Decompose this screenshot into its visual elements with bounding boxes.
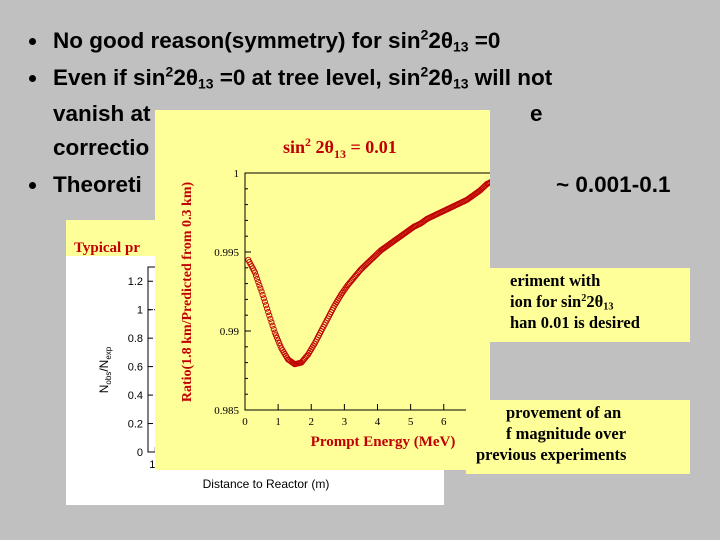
bullet-1-text: No good reason(symmetry) for sin: [53, 28, 421, 53]
bullet-1-theta: 2θ: [428, 28, 454, 53]
bullet-2-line1: Even if sin22θ13 =0 at tree level, sin22…: [53, 65, 552, 91]
right-box-2-line2: f magnitude over: [506, 424, 627, 443]
inset-title: sin2 2θ13 = 0.01: [283, 135, 397, 161]
right-box-1: eriment with ion for sin22θ13 han 0.01 i…: [466, 268, 690, 342]
inset-y-tick-label: 0.985: [214, 405, 239, 417]
inset-x-tick-label: 4: [375, 416, 381, 428]
inset-x-tick-label: 5: [408, 416, 414, 428]
left-y-tick-label: 0.4: [128, 390, 143, 402]
right-box-1-sup: 2: [581, 292, 587, 304]
bullet-dot: [29, 182, 36, 189]
bullet-2-line3: correctio: [53, 135, 150, 160]
bullet-3-tail: ~ 0.001-0.1: [556, 172, 671, 197]
bullet-2-sub1: 13: [198, 75, 214, 92]
inset-x-tick-label: 2: [309, 416, 315, 428]
inset-data-point: [270, 326, 277, 333]
inset-x-tick-label: 3: [342, 416, 348, 428]
inset-data-point: [266, 312, 273, 319]
inset-y-label: Ratio(1.8 km/Predicted from 0.3 km): [180, 181, 195, 402]
inset-x-tick-label: 0: [242, 416, 248, 428]
bullet-2-text-d: 2θ: [428, 65, 453, 90]
bullet-1-sup: 2: [420, 26, 429, 43]
bullet-1-post: =0: [468, 28, 501, 53]
inset-y-tick-label: 0.99: [220, 326, 240, 338]
bullet-2-text-e: will not: [468, 65, 553, 90]
bullet-3-text: Theoreti: [53, 172, 142, 197]
inset-data-point: [264, 305, 271, 312]
inset-title-theta: 2θ: [311, 137, 334, 157]
right-box-1-theta: 2θ: [586, 292, 604, 311]
right-box-1-line3: han 0.01 is desired: [510, 313, 640, 332]
right-box-2-line3: previous experiments: [476, 445, 627, 464]
bullet-2-sup2: 2: [420, 63, 429, 80]
left-y-label: Nobs/Nexp: [97, 346, 113, 393]
left-y-label-n2: /N: [97, 360, 111, 372]
inset-data-point: [261, 298, 268, 305]
inset-title-pre: sin: [283, 137, 305, 157]
bullet-2-sup1: 2: [165, 63, 174, 80]
left-figure-label: Typical pr: [74, 240, 140, 256]
bullet-2-text-a: Even if sin: [53, 65, 166, 90]
right-box-1-line2-text: ion for sin: [510, 292, 582, 311]
inset-data-point: [267, 315, 274, 322]
inset-data-point: [259, 291, 266, 298]
inset-data-point: [252, 272, 260, 279]
bullet-1-sub: 13: [453, 38, 469, 55]
inset-data-point: [251, 269, 258, 276]
right-box-1-sub: 13: [603, 301, 614, 313]
bullet-2-text-c: =0 at tree level, sin: [213, 65, 421, 90]
bullet-2-line2-end: e: [530, 101, 543, 126]
inset-y-tick-label: 0.995: [214, 247, 239, 259]
inset-title-sup: 2: [305, 135, 311, 149]
inset-data-point: [265, 308, 272, 316]
left-y-tick-label: 0.2: [128, 419, 143, 431]
left-y-tick-label: 0: [137, 447, 143, 459]
inset-data-point: [257, 285, 264, 292]
inset-data-point: [488, 179, 490, 185]
inset-data-point: [268, 319, 275, 326]
left-y-tick-label: 0.6: [128, 362, 143, 374]
left-x-label: Distance to Reactor (m): [203, 477, 330, 491]
inset-data-point: [260, 295, 267, 302]
inset-data-point: [255, 278, 262, 286]
right-box-1-line1: eriment with: [510, 271, 601, 290]
inset-chart: sin2 2θ13 = 0.0110.9950.990.985012345678…: [180, 135, 490, 450]
bullet-2-sub2: 13: [452, 75, 469, 92]
inset-x-tick-label: 6: [441, 416, 447, 428]
inset-data-point: [256, 282, 263, 289]
inset-data-point: [258, 288, 265, 295]
inset-data-point: [269, 322, 276, 329]
left-y-label-sub: obs: [104, 372, 113, 385]
left-y-tick-label: 0.8: [128, 333, 143, 345]
inset-data-point: [254, 275, 261, 282]
inset-title-post: = 0.01: [346, 137, 397, 157]
bullet-2-text-b: 2θ: [173, 65, 198, 90]
bullet-dot: [29, 38, 36, 45]
inset-data-point: [487, 179, 490, 186]
inset-y-tick-label: 1: [234, 168, 240, 180]
bullet-dot: [29, 75, 36, 82]
bullet-1: No good reason(symmetry) for sin22θ13 =0: [53, 28, 500, 54]
inset-title-sub: 13: [334, 147, 346, 161]
left-y-tick-label: 1: [137, 305, 143, 317]
inset-chart-panel: sin2 2θ13 = 0.0110.9950.990.985012345678…: [155, 110, 490, 470]
left-y-label-n: N: [97, 385, 111, 394]
inset-x-label: Prompt Energy (MeV): [311, 434, 456, 450]
left-y-label-sub2: exp: [104, 346, 113, 359]
right-box-2-line1: provement of an: [506, 403, 622, 422]
right-box-2: provement of an f magnitude over previou…: [466, 400, 690, 474]
inset-data-point: [262, 302, 270, 309]
left-y-tick-label: 1.2: [128, 276, 143, 288]
inset-x-tick-label: 1: [275, 416, 281, 428]
bullet-2-line2: vanish at: [53, 101, 151, 126]
right-box-1-line2: ion for sin22θ13: [510, 291, 690, 312]
